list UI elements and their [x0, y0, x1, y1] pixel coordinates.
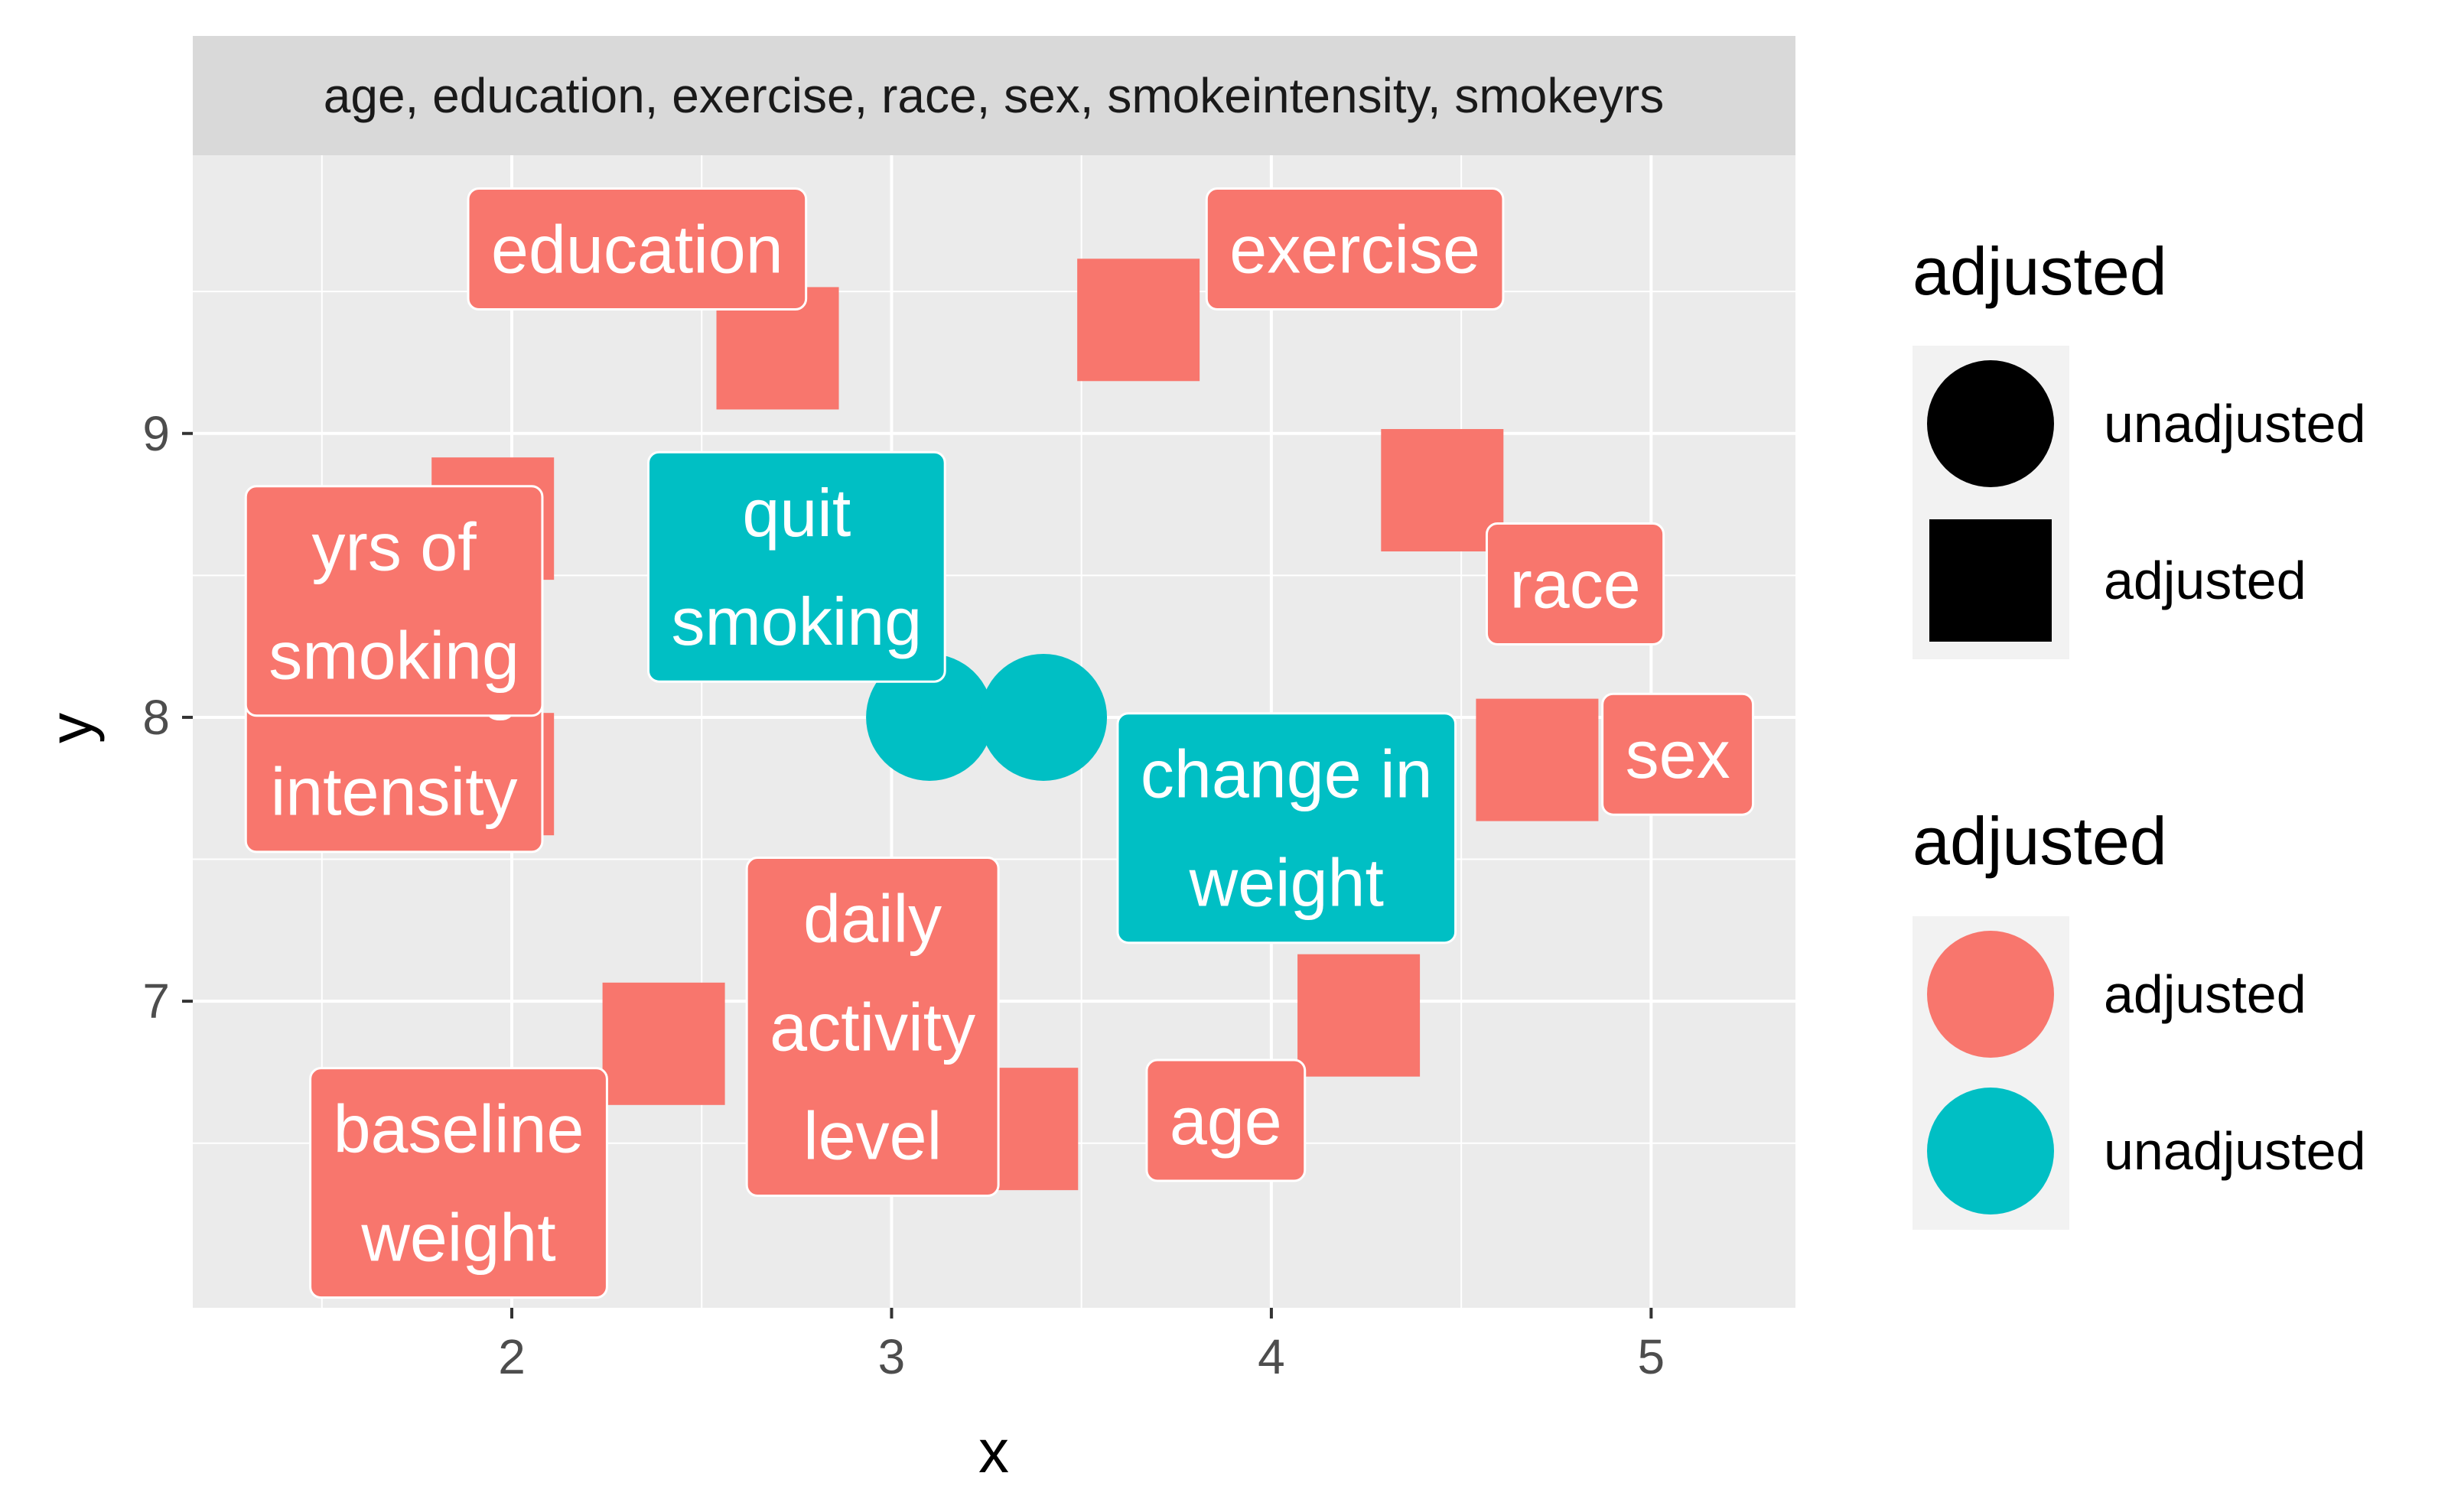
label-background: [244, 485, 544, 717]
legends: adjustedunadjustedadjustedadjustedadjust…: [1912, 233, 2366, 1230]
facet-strip-label: age, education, exercise, race, sex, smo…: [324, 68, 1664, 123]
legend-item-label: unadjusted: [2104, 394, 2366, 454]
legend-circle-icon: [1927, 931, 2054, 1058]
label-text: smoking: [269, 618, 519, 694]
label-box: yrs of smoking: [244, 485, 544, 717]
point-circle-unadjusted: [980, 653, 1108, 781]
label-text: education: [491, 211, 783, 287]
label-background: [1116, 712, 1457, 945]
label-text: activity: [770, 989, 975, 1065]
label-box: race: [1485, 522, 1665, 645]
y-tick-label: 8: [142, 690, 170, 745]
point-circle-unadjusted: [866, 653, 994, 781]
label-text: baseline: [334, 1091, 584, 1166]
legend-title: adjusted: [1912, 233, 2167, 309]
label-box: daily activity level: [745, 857, 1000, 1198]
label-box: quit smoking: [647, 450, 946, 683]
point-square-adjusted: [1297, 954, 1421, 1077]
label-box: exercise: [1205, 187, 1505, 311]
label-text: weight: [1189, 845, 1384, 921]
label-background: [647, 450, 946, 683]
point-square-adjusted: [1381, 428, 1504, 551]
x-axis-title: x: [978, 1417, 1009, 1485]
facet-strip: [193, 36, 1795, 155]
label-box: education: [467, 187, 808, 311]
y-axis-title: y: [37, 713, 105, 743]
legend-title: adjusted: [1912, 803, 2167, 879]
legend-item-label: unadjusted: [2104, 1121, 2366, 1181]
label-box: baseline weight: [309, 1067, 608, 1299]
x-tick-label: 4: [1258, 1329, 1285, 1384]
label-text: sex: [1626, 717, 1730, 792]
label-text: intensity: [271, 754, 518, 830]
label-text: weight: [360, 1199, 555, 1275]
legend-circle-icon: [1927, 1088, 2054, 1214]
label-box: age: [1145, 1058, 1307, 1182]
legend-circle-icon: [1927, 360, 2054, 487]
label-background: [745, 857, 1000, 1198]
point-square-adjusted: [1077, 259, 1200, 382]
label-text: smoking: [672, 584, 923, 659]
label-background: [309, 1067, 608, 1299]
y-axis: 7 8 9: [142, 406, 193, 1029]
legend-item-label: adjusted: [2104, 551, 2306, 610]
label-box: change in weight: [1116, 712, 1457, 945]
label-text: exercise: [1229, 211, 1480, 287]
label-text: quit: [742, 475, 851, 551]
legend-item-label: adjusted: [2104, 964, 2306, 1024]
legend-1: adjusted unadjusted adjusted: [1912, 233, 2366, 659]
point-square-adjusted: [602, 982, 725, 1105]
label-background: [1205, 187, 1505, 311]
label-text: yrs of: [312, 509, 477, 585]
legend-square-icon: [1929, 519, 2052, 642]
labels-layer: education exercise race sex age baseline weigh…: [244, 187, 1755, 1299]
label-text: race: [1509, 546, 1640, 622]
label-text: daily: [803, 880, 942, 956]
label-background: [1485, 522, 1665, 645]
label-background: [1145, 1058, 1307, 1182]
x-axis: 2 3 4 5: [498, 1308, 1665, 1384]
x-tick-label: 5: [1638, 1329, 1665, 1384]
label-background: [1601, 692, 1755, 816]
y-tick-label: 7: [142, 974, 170, 1029]
x-tick-label: 3: [878, 1329, 906, 1384]
label-box: sex: [1601, 692, 1755, 816]
label-background: [467, 187, 808, 311]
label-text: level: [803, 1097, 942, 1173]
y-tick-label: 9: [142, 406, 170, 461]
point-square-adjusted: [1476, 698, 1599, 821]
label-text: age: [1170, 1083, 1282, 1159]
label-text: change in: [1141, 736, 1433, 812]
legend-2: adjusted adjusted unadjusted: [1912, 803, 2366, 1230]
x-tick-label: 2: [498, 1329, 526, 1384]
